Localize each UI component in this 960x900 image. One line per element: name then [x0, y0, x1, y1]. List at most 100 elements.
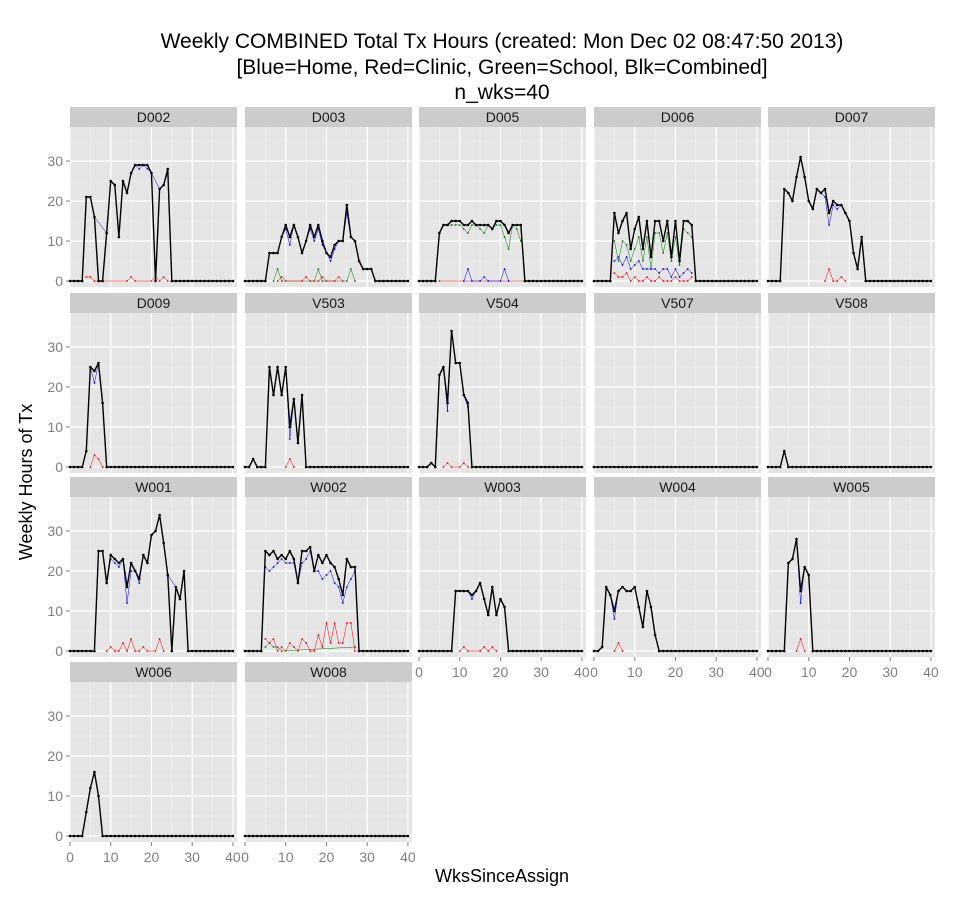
- x-tick-label: 40: [400, 849, 416, 865]
- combined-series-point: [791, 557, 794, 561]
- combined-series-point: [433, 465, 437, 469]
- combined-series-point: [880, 279, 884, 283]
- clinic-series-point: [284, 280, 287, 282]
- combined-series-point: [795, 537, 798, 541]
- chart-title: Weekly COMBINED Total Tx Hours (created:…: [161, 30, 844, 53]
- y-tick-label: 0: [55, 643, 63, 659]
- combined-series-point: [807, 465, 811, 469]
- combined-series-point: [556, 649, 559, 653]
- combined-series-point: [137, 577, 141, 581]
- combined-series-point: [374, 279, 377, 283]
- panel-background: [594, 127, 761, 287]
- combined-series-point: [791, 199, 794, 203]
- home-series-point: [272, 566, 275, 568]
- combined-series-point: [211, 834, 214, 838]
- combined-series-point: [365, 649, 369, 653]
- combined-series-point: [864, 649, 868, 653]
- combined-series-point: [568, 649, 572, 653]
- combined-series-point: [89, 786, 92, 790]
- school-series-point: [272, 280, 275, 282]
- combined-series-point: [121, 465, 125, 469]
- combined-series-point: [68, 279, 72, 283]
- panel-background: [245, 682, 412, 842]
- combined-series-point: [89, 195, 92, 199]
- combined-series-point: [674, 465, 677, 469]
- combined-series-point: [304, 549, 308, 553]
- combined-series-point: [259, 834, 263, 838]
- facet-strip: [594, 477, 761, 497]
- facet-strip: [594, 293, 761, 313]
- clinic-series-point: [621, 650, 624, 652]
- y-tick-label: 0: [55, 459, 63, 475]
- clinic-series-point: [466, 466, 469, 468]
- combined-series-point: [312, 235, 316, 239]
- home-series-point: [625, 256, 628, 258]
- combined-series-point: [72, 279, 76, 283]
- clinic-series-point: [662, 280, 665, 282]
- combined-series-point: [386, 465, 389, 469]
- panel-background: [768, 497, 935, 657]
- combined-series-point: [706, 465, 710, 469]
- combined-series-point: [361, 649, 365, 653]
- combined-series-point: [166, 167, 170, 171]
- clinic-series-point: [158, 280, 161, 282]
- combined-series-point: [378, 834, 381, 838]
- home-series-point: [824, 196, 826, 198]
- combined-series-point: [247, 465, 251, 469]
- combined-series-point: [429, 649, 433, 653]
- home-series-point: [828, 224, 830, 226]
- combined-series-point: [406, 279, 410, 283]
- panel-background: [419, 313, 586, 473]
- combined-series-point: [308, 465, 312, 469]
- combined-series-point: [470, 593, 474, 597]
- y-tick-label: 20: [47, 379, 63, 395]
- combined-series-point: [641, 625, 645, 629]
- combined-series-point: [150, 533, 153, 537]
- combined-series-point: [698, 279, 702, 283]
- school-series-point: [637, 236, 640, 238]
- combined-series-point: [325, 553, 328, 557]
- combined-series-point: [150, 171, 153, 175]
- combined-series-point: [774, 279, 778, 283]
- combined-series-point: [280, 393, 283, 397]
- combined-series-point: [782, 187, 786, 191]
- clinic-series-point: [438, 280, 441, 282]
- combined-series-point: [296, 441, 300, 445]
- school-series-point: [458, 224, 461, 226]
- combined-series-point: [564, 649, 567, 653]
- combined-series-point: [215, 279, 218, 283]
- combined-series-point: [425, 279, 429, 283]
- combined-series-point: [93, 369, 96, 373]
- combined-series-point: [714, 465, 718, 469]
- facet-strip-label: W006: [135, 664, 172, 680]
- combined-series-point: [770, 279, 774, 283]
- combined-series-point: [511, 649, 514, 653]
- combined-series-point: [406, 649, 410, 653]
- facet-strip: [245, 662, 412, 682]
- combined-series-point: [629, 247, 632, 251]
- combined-series-point: [292, 834, 296, 838]
- combined-series-point: [470, 219, 474, 223]
- combined-series-point: [182, 279, 186, 283]
- combined-series-point: [199, 279, 202, 283]
- combined-series-point: [657, 465, 661, 469]
- home-series-point: [836, 208, 839, 210]
- combined-series-point: [390, 279, 393, 283]
- combined-series-point: [778, 279, 782, 283]
- combined-series-point: [308, 223, 312, 227]
- home-series-point: [658, 272, 661, 274]
- facet-strip-label: D002: [137, 109, 171, 125]
- combined-series-point: [747, 649, 751, 653]
- home-series-point: [280, 558, 283, 560]
- combined-series-point: [621, 465, 624, 469]
- combined-series-point: [682, 219, 685, 223]
- clinic-series-point: [105, 650, 108, 652]
- combined-series-point: [186, 649, 190, 653]
- combined-series-point: [613, 211, 616, 215]
- combined-series-point: [109, 553, 113, 557]
- combined-series-point: [755, 649, 759, 653]
- combined-series-point: [799, 155, 802, 159]
- y-tick-label: 20: [47, 563, 63, 579]
- combined-series-point: [272, 393, 275, 397]
- y-tick-label: 10: [47, 233, 63, 249]
